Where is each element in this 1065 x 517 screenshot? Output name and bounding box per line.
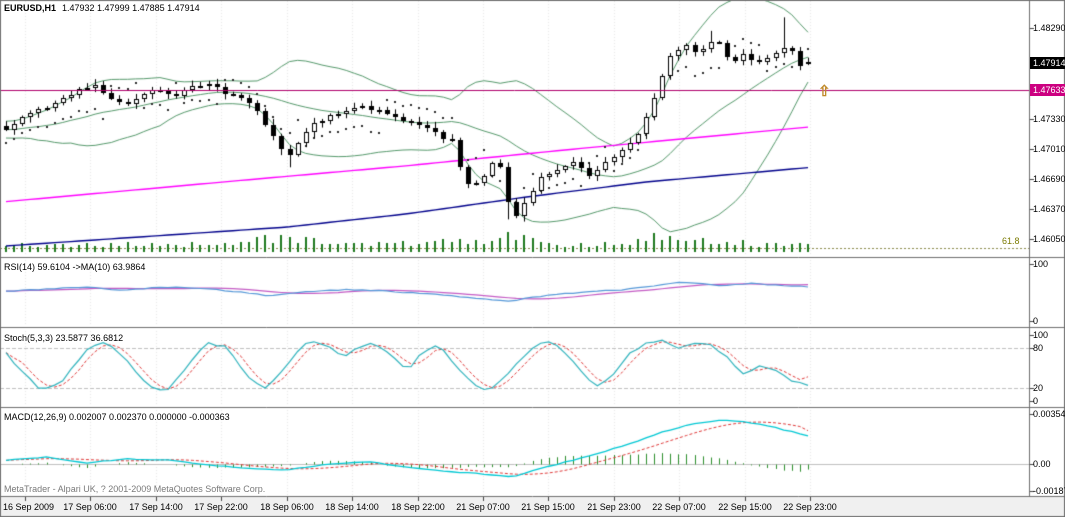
stoch-scale-label: 0 [1033, 396, 1039, 406]
macd-scale-label: 0.00354 [1033, 409, 1065, 419]
time-axis-label: 21 Sep 15:00 [521, 502, 575, 512]
time-axis-label: 21 Sep 23:00 [587, 502, 641, 512]
price-scale-label: 1.48290 [1033, 23, 1065, 33]
stoch-scale-label: 20 [1033, 383, 1044, 393]
copyright-text: MetaTrader - Alpari UK, ? 2001-2009 Meta… [4, 484, 266, 494]
rsi-scale-label: 100 [1033, 259, 1049, 269]
time-axis-label: 17 Sep 22:00 [194, 502, 248, 512]
macd-scale-label: -0.00187 [1033, 486, 1065, 496]
time-axis-label: 21 Sep 07:00 [456, 502, 510, 512]
time-axis-label: 22 Sep 07:00 [652, 502, 706, 512]
time-axis[interactable]: 16 Sep 2009 17 Sep 06:00 17 Sep 14:00 17 Se… [0, 497, 1065, 517]
chart-header: EURUSD,H1 1.47932 1.47999 1.47885 1.47914 [4, 3, 200, 13]
symbol-timeframe-label: EURUSD,H1 [4, 3, 57, 13]
hline-price-badge: 1.47633 [1030, 84, 1065, 96]
bid-price-badge: 1.47914 [1030, 57, 1065, 69]
time-axis-label: 18 Sep 14:00 [325, 502, 379, 512]
time-axis-label: 22 Sep 23:00 [783, 502, 837, 512]
price-scale-label: 1.46690 [1033, 174, 1065, 184]
price-scale-label: 1.46050 [1033, 234, 1065, 244]
arrow-up-icon[interactable]: ⇧ [818, 83, 831, 100]
stoch-indicator-label: Stoch(5,3,3) 23.5877 36.6812 [4, 333, 124, 343]
rsi-scale-label: 0 [1033, 316, 1039, 326]
time-axis-label: 18 Sep 06:00 [260, 502, 314, 512]
stoch-scale-label: 80 [1033, 343, 1044, 353]
ohlc-values: 1.47932 1.47999 1.47885 1.47914 [62, 3, 200, 13]
price-scale-label: 1.46370 [1033, 204, 1065, 214]
rsi-indicator-label: RSI(14) 59.6104 ->MA(10) 63.9864 [4, 262, 146, 272]
macd-indicator-label: MACD(12,26,9) 0.002007 0.002370 0.000000… [4, 412, 230, 422]
time-axis-label: 17 Sep 14:00 [129, 502, 183, 512]
time-axis-label: 22 Sep 15:00 [718, 502, 772, 512]
price-scale-label: 1.47010 [1033, 144, 1065, 154]
macd-scale-label: 0.00 [1033, 459, 1051, 469]
time-axis-label: 18 Sep 22:00 [391, 502, 445, 512]
time-axis-label: 16 Sep 2009 [3, 502, 55, 512]
price-scale-axis[interactable]: 1.47914 1.47633 1.48290 1.47330 1.47010 1.4… [1030, 0, 1065, 497]
price-scale-label: 1.47330 [1033, 114, 1065, 124]
time-axis-label: 17 Sep 06:00 [63, 502, 117, 512]
fib-level-label: 61.8 [1002, 236, 1020, 246]
stoch-scale-label: 100 [1033, 330, 1049, 340]
